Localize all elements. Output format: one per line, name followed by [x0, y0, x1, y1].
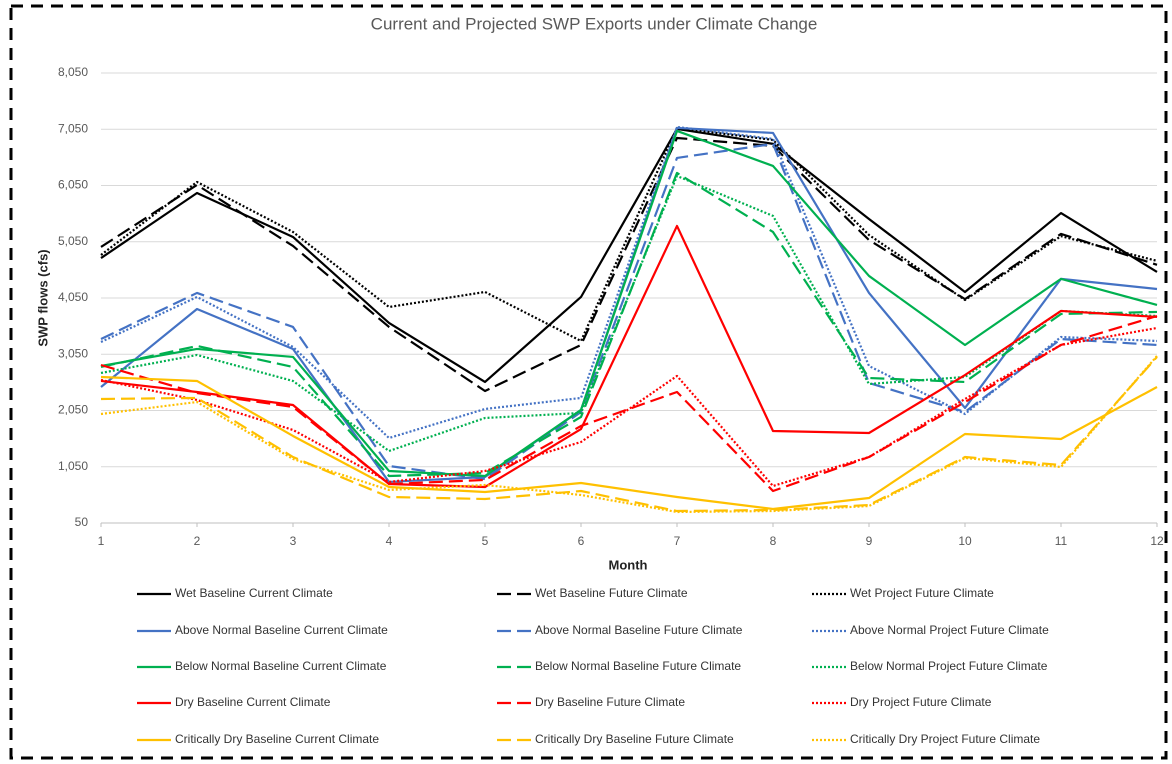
legend-label: Below Normal Project Future Climate	[850, 659, 1048, 673]
series-line	[100, 356, 1158, 513]
legend-label: Wet Project Future Climate	[850, 586, 994, 600]
y-tick-label: 50	[75, 515, 89, 529]
y-tick-label: 8,050	[58, 65, 88, 79]
x-tick-label: 8	[770, 534, 777, 548]
series-line	[100, 224, 1158, 489]
x-tick-label: 7	[674, 534, 681, 548]
series-line	[100, 375, 1158, 511]
legend-label: Wet Baseline Current Climate	[175, 586, 333, 600]
legend-label: Above Normal Project Future Climate	[850, 623, 1049, 637]
legend-label: Below Normal Baseline Future Climate	[535, 659, 741, 673]
x-tick-label: 2	[194, 534, 201, 548]
series-line	[100, 127, 1158, 384]
series-line	[100, 126, 1158, 484]
series-line	[100, 129, 1158, 478]
x-tick-label: 10	[958, 534, 972, 548]
y-tick-label: 1,050	[58, 459, 88, 473]
legend-label: Critically Dry Baseline Current Climate	[175, 732, 379, 746]
legend-label: Above Normal Baseline Current Climate	[175, 623, 388, 637]
series-line	[100, 355, 1158, 514]
y-axis-title: SWP flows (cfs)	[35, 249, 50, 346]
series-line	[100, 314, 1158, 493]
series-line	[100, 326, 1158, 488]
x-tick-label: 12	[1150, 534, 1164, 548]
x-tick-label: 5	[482, 534, 489, 548]
x-tick-label: 4	[386, 534, 393, 548]
series-line	[100, 171, 1158, 478]
x-tick-label: 6	[578, 534, 585, 548]
series-line	[100, 126, 1158, 343]
chart-border	[9, 4, 1168, 760]
series-line	[100, 142, 1158, 481]
y-tick-label: 3,050	[58, 346, 88, 360]
legend-label: Critically Dry Project Future Climate	[850, 732, 1040, 746]
legend-label: Below Normal Baseline Current Climate	[175, 659, 387, 673]
legend-label: Wet Baseline Future Climate	[535, 586, 688, 600]
x-tick-label: 11	[1055, 534, 1068, 548]
x-axis-title: Month	[609, 557, 648, 572]
series-line	[100, 174, 1158, 453]
x-tick-label: 9	[866, 534, 873, 548]
x-tick-label: 3	[290, 534, 297, 548]
y-tick-label: 4,050	[58, 290, 88, 304]
chart-title: Current and Projected SWP Exports under …	[371, 14, 818, 33]
y-tick-label: 7,050	[58, 121, 88, 135]
series-line	[100, 125, 1158, 440]
x-tick-label: 1	[98, 534, 105, 548]
y-tick-label: 5,050	[58, 234, 88, 248]
legend-label: Dry Baseline Current Climate	[175, 695, 331, 709]
y-tick-label: 6,050	[58, 178, 88, 192]
legend-label: Dry Project Future Climate	[850, 695, 992, 709]
y-tick-label: 2,050	[58, 403, 88, 417]
legend-label: Critically Dry Baseline Future Climate	[535, 732, 734, 746]
legend-label: Above Normal Baseline Future Climate	[535, 623, 743, 637]
legend-label: Dry Baseline Future Climate	[535, 695, 685, 709]
